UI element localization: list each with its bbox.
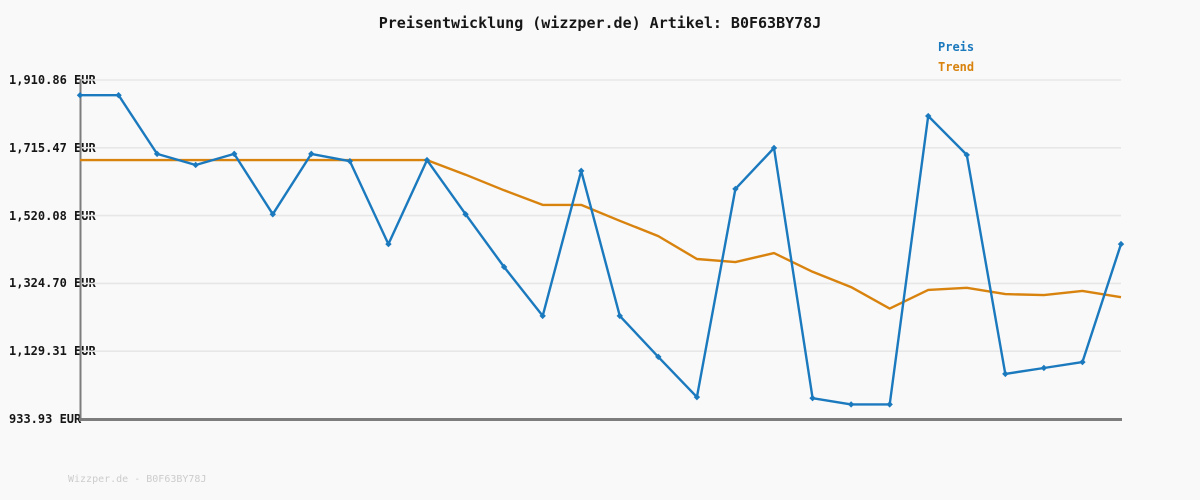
price-point-marker <box>462 211 469 218</box>
price-point-marker <box>346 157 354 165</box>
price-point-marker <box>963 151 970 159</box>
price-point-marker <box>886 401 893 408</box>
price-point-marker <box>732 185 739 193</box>
price-point-marker <box>616 312 623 320</box>
legend-item-preis: Preis <box>938 40 975 54</box>
legend-item-trend: Trend <box>938 60 975 74</box>
price-point-marker <box>539 312 546 320</box>
price-line <box>80 93 1123 406</box>
legend: Preis Trend <box>938 37 974 77</box>
price-point-marker <box>269 211 276 218</box>
price-point-marker <box>385 240 392 248</box>
price-point-marker <box>423 156 431 164</box>
price-point-marker <box>925 112 932 120</box>
price-point-marker <box>153 150 161 158</box>
price-point-marker <box>578 167 585 175</box>
trend-line <box>80 158 1122 310</box>
y-axis-tick-label: 1,715.47 EUR <box>9 141 96 155</box>
price-point-marker <box>231 150 238 158</box>
price-point-marker <box>809 394 816 402</box>
price-point-marker <box>847 401 855 408</box>
price-point-marker <box>1117 240 1125 248</box>
y-axis-tick-label: 1,520.08 EUR <box>9 209 96 223</box>
price-point-marker <box>770 144 778 152</box>
y-axis-tick-label: 933.93 EUR <box>9 412 82 426</box>
price-point-marker <box>1079 358 1086 366</box>
price-point-marker <box>192 161 199 169</box>
price-point-marker <box>308 150 315 158</box>
price-point-marker <box>1040 364 1048 372</box>
price-point-marker <box>115 92 122 99</box>
chart-title: Preisentwicklung (wizzper.de) Artikel: B… <box>378 14 822 32</box>
price-point-marker <box>1002 370 1009 378</box>
watermark: Wizzper.de - B0F63BY78J <box>68 474 207 485</box>
price-point-marker <box>655 353 662 361</box>
price-point-marker <box>500 263 508 271</box>
price-point-marker <box>76 92 84 99</box>
price-point-marker <box>693 393 701 401</box>
